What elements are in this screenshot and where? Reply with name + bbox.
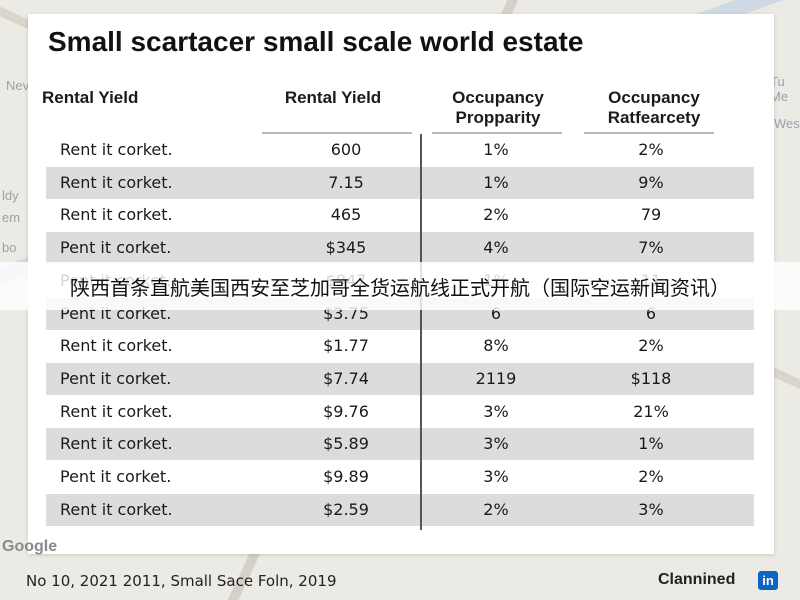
table-cell: 79 [640, 205, 662, 225]
table-cell: Rent it corket. [60, 434, 173, 454]
map-label: ldy [2, 188, 19, 203]
table-row: Rent it corket. $1.77 8% 2% [46, 330, 754, 362]
column-divider [420, 134, 422, 530]
table-row: Rent it corket. $5.89 3% 1% [46, 428, 754, 461]
table-row: Rent it corket. $2.59 2% 3% [46, 493, 754, 526]
table-cell: $118 [630, 368, 672, 388]
table-cell: 9% [638, 172, 664, 192]
column-header-line: Occupancy [452, 88, 544, 107]
table-cell: $5.89 [323, 434, 369, 454]
caption-text: 陕西首条直航美国西安至芝加哥全货运航线正式开航（国际空运新闻资讯） [70, 276, 730, 300]
table-cell: 2% [638, 467, 664, 486]
table-cell: 2% [638, 336, 664, 356]
table-cell: 6 [490, 303, 502, 323]
table-cell: 4% [483, 238, 509, 258]
table-cell: 8% [483, 336, 509, 356]
column-header-line: Occupancy [608, 88, 700, 107]
table-cell: 1% [483, 140, 509, 159]
table-cell: 21% [633, 401, 669, 421]
table-cell: Rent it corket. [60, 499, 173, 519]
footer-brand-text: Clannined [658, 571, 736, 588]
table-cell: $9.89 [323, 467, 369, 486]
table-cell: Pent it corket. [60, 467, 172, 486]
map-label: Wes [774, 116, 800, 131]
table-cell: 2119 [475, 368, 517, 388]
table-cell: 3% [638, 499, 664, 519]
table-row: Rent it corket. 465 2% 79 [46, 199, 754, 231]
table-cell: Rent it corket. [60, 172, 173, 192]
table-row: Rent it corket. $9.76 3% 21% [46, 396, 754, 428]
table-cell: $2.59 [323, 499, 369, 519]
table-cell: Pent it corket. [60, 368, 172, 388]
table-cell: 1% [638, 434, 664, 454]
table-cell: 2% [483, 499, 509, 519]
table-cell: Pent it corket. [60, 238, 172, 258]
map-label: Tu Me [770, 74, 789, 104]
table-cell: 2% [483, 205, 509, 225]
table-row: Pent it corket. $7.74 2119 $118 [46, 362, 754, 395]
table-cell: 3% [483, 401, 509, 421]
header-underline [432, 132, 562, 134]
map-logo: Google [2, 538, 58, 555]
map-label: bo [2, 240, 17, 255]
table-cell: Rent it corket. [60, 205, 173, 225]
table-cell: 1% [483, 172, 509, 192]
table-cell: 3% [483, 467, 509, 486]
map-label: em [2, 210, 21, 225]
table-cell: $345 [325, 238, 367, 258]
column-header-line: Propparity [455, 108, 541, 127]
table-cell: 465 [330, 205, 362, 225]
table-row: Rent it corket. 600 1% 2% [46, 134, 754, 166]
chart-title: Small scartacer small scale world estate [48, 26, 584, 57]
table-row: Pent it corket. $345 4% 7% [46, 232, 754, 265]
table-cell: 2% [638, 140, 664, 159]
column-header-line: Ratfearcety [607, 108, 701, 127]
table-cell: Rent it corket. [60, 336, 173, 356]
table-cell: $1.77 [323, 336, 369, 356]
table-cell: 7.15 [328, 172, 364, 192]
table-cell: $9.76 [323, 401, 369, 421]
table-cell: $7.74 [323, 368, 369, 388]
table-cell: Rent it corket. [60, 140, 173, 159]
table-row: Rent it corket. 7.15 1% 9% [46, 166, 754, 199]
table-cell: Rent it corket. [60, 401, 173, 421]
column-header: Rental Yield [42, 88, 139, 107]
caption-band [0, 262, 800, 310]
footer-source-text: No 10, 2021 2011, Small Sace Foln, 2019 [26, 572, 337, 590]
table-cell: 600 [330, 140, 362, 159]
table-row: Pent it corket. $9.89 3% 2% [46, 461, 754, 493]
column-header: Rental Yield [284, 88, 382, 107]
header-underline [262, 132, 412, 134]
column-header: Occupancy Ratfearcety [584, 88, 724, 128]
table-cell: 3% [483, 434, 509, 454]
header-underline [584, 132, 714, 134]
column-header: Occupancy Propparity [428, 88, 568, 128]
linkedin-icon[interactable]: in [758, 571, 778, 590]
table-cell: 7% [638, 238, 664, 258]
table-cell: 6 [645, 303, 657, 323]
